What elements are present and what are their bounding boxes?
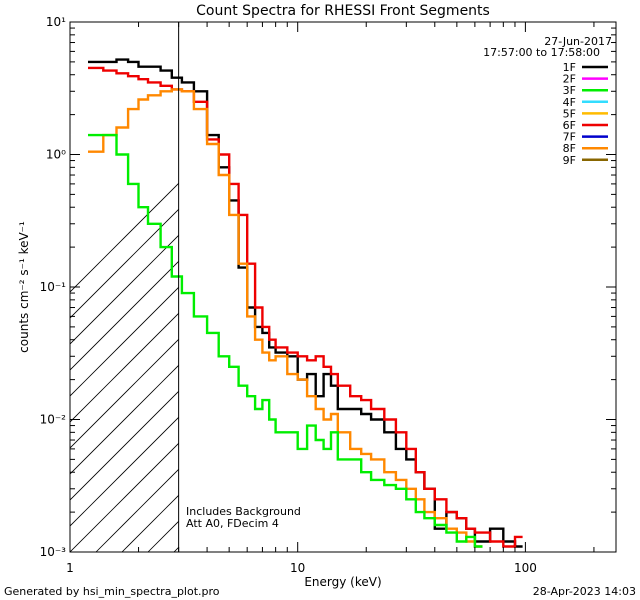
legend-label-3F: 3F	[563, 84, 576, 97]
legend-label-6F: 6F	[563, 119, 576, 132]
legend-label-8F: 8F	[563, 142, 576, 155]
x-tick-label: 10	[290, 561, 305, 575]
legend-label-5F: 5F	[563, 107, 576, 120]
legend-label-9F: 9F	[563, 154, 576, 167]
hatch-line	[70, 234, 179, 345]
footer-timestamp: 28-Apr-2023 14:03	[533, 585, 636, 598]
y-axis-label: counts cm⁻² s⁻¹ keV⁻¹	[17, 221, 31, 353]
plot-frame	[69, 21, 617, 553]
legend-label-1F: 1F	[563, 61, 576, 74]
chart-title: Count Spectra for RHESSI Front Segments	[196, 3, 490, 19]
series-line-3F	[88, 133, 483, 548]
y-tick-label: 10¹	[46, 15, 66, 29]
legend-label-7F: 7F	[563, 131, 576, 144]
below-threshold-hatch	[70, 22, 640, 552]
hatch-line	[226, 22, 640, 552]
time-range-label: 17:57:00 to 17:58:00	[483, 46, 600, 59]
hatch-line	[70, 390, 179, 501]
date-label: 27-Jun-2017	[544, 35, 612, 48]
x-axis-label: Energy (keV)	[304, 575, 381, 589]
hatch-line	[616, 22, 640, 552]
hatch-line	[70, 286, 179, 397]
y-tick-label: 10⁻²	[40, 413, 67, 427]
y-tick-label: 10⁰	[46, 148, 66, 162]
legend-label-4F: 4F	[563, 96, 576, 109]
hatch-line	[70, 416, 179, 527]
series-line-1F	[88, 58, 523, 548]
x-tick-label: 1	[66, 561, 74, 575]
hatch-line	[70, 442, 179, 552]
footer-generated-by: Generated by hsi_min_spectra_plot.pro	[4, 585, 220, 598]
hatch-line	[70, 260, 179, 371]
x-tick-label: 100	[514, 561, 537, 575]
hatch-line	[70, 364, 179, 475]
hatch-line	[512, 22, 640, 552]
y-tick-label: 10⁻³	[40, 545, 67, 559]
hatch-line	[70, 208, 179, 319]
legend-label-2F: 2F	[563, 73, 576, 86]
annotation-attenuator: Att A0, FDecim 4	[186, 517, 279, 530]
series-line-8F	[88, 88, 483, 548]
annotation-background: Includes Background	[186, 505, 301, 518]
hatch-line	[252, 22, 640, 552]
series-line-6F	[88, 66, 523, 548]
y-tick-label: 10⁻¹	[40, 280, 67, 294]
